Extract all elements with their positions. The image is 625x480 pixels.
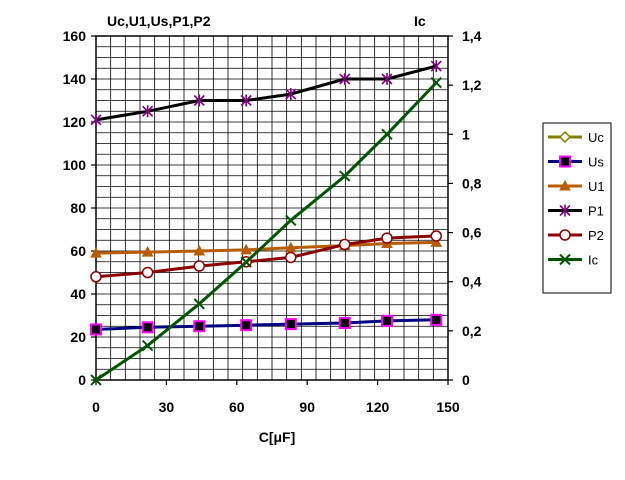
y-left-tick-label: 40: [70, 286, 86, 302]
legend: Uc Us U1 P1 P2 Ic: [542, 122, 612, 294]
legend-label: P1: [588, 204, 604, 219]
legend-swatch-marker: [559, 229, 571, 241]
data-point-p2: [141, 266, 154, 279]
legend-label: U1: [588, 179, 605, 194]
right-axis-title: Ic: [414, 13, 426, 29]
data-point-us: [193, 320, 206, 333]
data-point-p1: [90, 113, 102, 126]
legend-item-p1: P1: [548, 204, 604, 219]
y-right-tick-label: 0,6: [462, 225, 482, 241]
y-left-tick-label: 100: [63, 157, 87, 173]
data-point-ic: [381, 128, 393, 140]
legend-swatch-marker: [559, 179, 571, 191]
y-right-tick-label: 0,4: [462, 274, 482, 290]
data-point-p2: [381, 232, 393, 244]
y-right-tick-label: 0,2: [462, 323, 482, 339]
data-point-us: [430, 313, 443, 326]
x-tick-label: 60: [229, 399, 245, 415]
data-point-p2: [430, 230, 443, 242]
x-tick-label: 0: [92, 399, 100, 415]
legend-item-p2: P2: [548, 228, 604, 243]
data-point-ic: [193, 298, 205, 310]
legend-item-ic: Ic: [548, 253, 599, 268]
legend-swatch-marker: [559, 204, 571, 217]
data-point-u1: [193, 244, 206, 256]
data-point-p1: [240, 94, 252, 107]
x-tick-label: 120: [366, 399, 390, 415]
legend-item-us: Us: [548, 155, 604, 170]
legend-item-uc: Uc: [548, 130, 604, 145]
x-tick-label: 150: [436, 399, 460, 415]
data-point-us: [380, 314, 393, 327]
legend-swatch-marker: [559, 155, 571, 168]
series-line-u1: [95, 240, 437, 255]
data-point-ic: [240, 256, 252, 268]
legend-label: P2: [588, 228, 604, 243]
legend-box: [542, 122, 612, 294]
data-point-p1: [193, 94, 205, 107]
data-point-u1: [90, 247, 102, 258]
data-point-ic: [430, 76, 442, 89]
data-point-u1: [430, 236, 443, 247]
data-point-ic: [339, 170, 351, 182]
series-line-p1: [95, 64, 437, 122]
data-point-p2: [193, 260, 206, 272]
legend-label: Ic: [588, 253, 599, 268]
y-left-tick-label: 60: [70, 243, 86, 259]
data-point-u1: [240, 243, 253, 255]
series-p1: [90, 60, 442, 126]
y-left-tick-label: 80: [70, 200, 86, 216]
x-axis-title: C[μF]: [259, 429, 296, 445]
y-left-tick-label: 160: [63, 28, 87, 44]
data-point-ic: [90, 374, 102, 386]
data-point-us: [338, 317, 351, 330]
series: [90, 60, 443, 386]
data-point-us: [240, 319, 253, 332]
x-tick-label: 30: [159, 399, 175, 415]
data-point-p2: [90, 271, 102, 283]
axis-ticks: 0 30 60 90 120 15002040608010012014016000,20,…: [63, 28, 482, 415]
legend-label: Us: [588, 155, 604, 170]
y-left-tick-label: 120: [63, 114, 87, 130]
y-right-tick-label: 0,8: [462, 175, 482, 191]
data-point-ic: [141, 339, 154, 352]
y-left-tick-label: 20: [70, 329, 86, 345]
legend-label: Uc: [588, 130, 604, 145]
data-point-u1: [141, 246, 154, 257]
series-us: [90, 313, 443, 336]
data-point-p1: [430, 60, 442, 73]
legend-swatch-marker: [558, 130, 572, 144]
x-tick-label: 90: [299, 399, 315, 415]
left-axis-title: Uc,U1,Us,P1,P2: [107, 13, 211, 29]
series-ic: [90, 76, 442, 386]
y-right-tick-label: 1: [462, 126, 470, 142]
series-line-ic: [95, 81, 438, 382]
legend-item-u1: U1: [548, 179, 605, 194]
y-left-tick-label: 140: [63, 71, 87, 87]
series-line-us: [95, 318, 437, 331]
y-right-tick-label: 1,2: [462, 77, 482, 93]
data-point-p1: [142, 105, 154, 118]
y-left-tick-label: 0: [78, 372, 86, 388]
legend-swatch-marker: [559, 253, 571, 266]
data-point-p2: [285, 251, 297, 264]
data-point-p1: [285, 88, 297, 101]
series-line-p2: [95, 234, 437, 279]
data-point-us: [284, 318, 297, 331]
data-point-p2: [338, 238, 351, 251]
data-point-ic: [285, 214, 297, 226]
y-right-tick-label: 0: [462, 372, 470, 388]
y-right-tick-label: 1,4: [462, 28, 482, 44]
data-point-us: [90, 323, 102, 336]
data-point-us: [141, 321, 154, 334]
data-point-p1: [339, 73, 351, 85]
data-point-p1: [381, 73, 393, 85]
